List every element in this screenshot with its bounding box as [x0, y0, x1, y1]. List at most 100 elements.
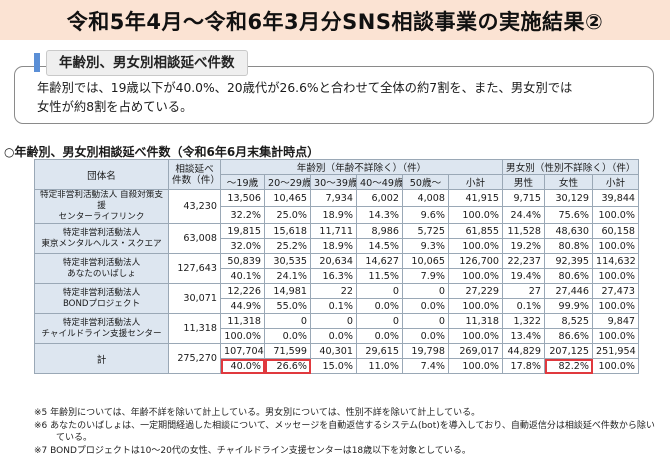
count-cell: 0: [265, 314, 311, 329]
count-cell: 107,704: [221, 344, 265, 359]
percent-cell: 0.0%: [311, 329, 357, 344]
count-cell: 30,129: [545, 190, 593, 207]
section-badge: 年齢別、男女別相談延べ件数: [46, 50, 248, 76]
table-title: ○年齢別、男女別相談延べ件数（令和6年6月末集計時点）: [4, 143, 319, 160]
total-count: 11,318: [169, 314, 221, 344]
percent-cell: 99.9%: [545, 299, 593, 314]
footnote: ※5 年齢別については、年齢不詳を除いて計上している。男女別については、性別不詳…: [34, 407, 655, 420]
count-cell: 11,528: [503, 224, 545, 239]
count-cell: 39,844: [593, 190, 639, 207]
count-cell: 10,065: [403, 254, 449, 269]
count-cell: 5,725: [403, 224, 449, 239]
org-name-line: 特定非営利活動法人: [38, 258, 165, 269]
count-cell: 251,954: [593, 344, 639, 359]
percent-cell: 11.5%: [357, 269, 403, 284]
percent-cell: 86.6%: [545, 329, 593, 344]
percent-cell: 100.0%: [449, 207, 503, 224]
org-name: 特定非営利活動法人東京メンタルヘルス・スクエア: [35, 224, 169, 254]
count-cell: 60,158: [593, 224, 639, 239]
count-cell: 19,815: [221, 224, 265, 239]
summary-text: 年齢別では、19歳以下が40.0%、20歳代が26.6%と合わせて全体の約7割を…: [37, 79, 637, 117]
count-cell: 4,008: [403, 190, 449, 207]
percent-cell: 100.0%: [593, 359, 639, 374]
total-count: 127,643: [169, 254, 221, 284]
count-cell: 20,634: [311, 254, 357, 269]
percent-cell: 100.0%: [221, 329, 265, 344]
org-name-line: センターライフリンク: [38, 212, 165, 223]
count-cell: 269,017: [449, 344, 503, 359]
percent-cell: 100.0%: [449, 269, 503, 284]
header-gender-group: 男女別（性別不詳除く）（件）: [503, 160, 639, 175]
percent-cell: 25.0%: [265, 207, 311, 224]
percent-cell: 100.0%: [449, 329, 503, 344]
percent-cell: 9.6%: [403, 207, 449, 224]
count-cell: 15,618: [265, 224, 311, 239]
count-cell: 22: [311, 284, 357, 299]
header-age-col: 30～39歳: [311, 175, 357, 190]
count-cell: 11,318: [221, 314, 265, 329]
percent-cell: 24.4%: [503, 207, 545, 224]
percent-cell: 16.3%: [311, 269, 357, 284]
count-cell: 11,318: [449, 314, 503, 329]
org-name-line: BONDプロジェクト: [38, 299, 165, 310]
header-age-group: 年齢別（年齢不詳除く）（件）: [221, 160, 503, 175]
org-name-line: あなたのいばしょ: [38, 269, 165, 280]
header-gender-col: 男性: [503, 175, 545, 190]
count-cell: 0: [357, 314, 403, 329]
org-name-line: 特定非営利活動法人 自殺対策支援: [38, 190, 165, 212]
percent-cell: 80.6%: [545, 269, 593, 284]
count-cell: 50,839: [221, 254, 265, 269]
footnote: ※7 BONDプロジェクトは10～20代の女性、チャイルドライン支援センターは1…: [34, 445, 655, 457]
count-cell: 8,986: [357, 224, 403, 239]
count-cell: 14,981: [265, 284, 311, 299]
count-cell: 207,125: [545, 344, 593, 359]
percent-cell: 19.4%: [503, 269, 545, 284]
header-age-col: 40～49歳: [357, 175, 403, 190]
header-org: 団体名: [35, 160, 169, 190]
percent-cell: 0.0%: [403, 329, 449, 344]
org-name-line: 特定非営利活動法人: [38, 288, 165, 299]
count-cell: 27,473: [593, 284, 639, 299]
percent-cell: 18.9%: [311, 207, 357, 224]
count-cell: 11,711: [311, 224, 357, 239]
percent-cell: 55.0%: [265, 299, 311, 314]
count-cell: 1,322: [503, 314, 545, 329]
header-gender-col: 小計: [593, 175, 639, 190]
total-label: 計: [35, 344, 169, 374]
summary-line-2: 女性が約8割を占めている。: [37, 98, 637, 117]
percent-cell: 100.0%: [593, 329, 639, 344]
percent-cell: 44.9%: [221, 299, 265, 314]
total-count: 275,270: [169, 344, 221, 374]
page-title: 令和5年4月～令和6年3月分SNS相談事業の実施結果②: [0, 6, 670, 36]
percent-cell: 14.3%: [357, 207, 403, 224]
count-cell: 48,630: [545, 224, 593, 239]
count-cell: 41,915: [449, 190, 503, 207]
percent-cell: 100.0%: [449, 239, 503, 254]
percent-cell: 0.0%: [357, 299, 403, 314]
count-cell: 27,229: [449, 284, 503, 299]
header-gender-col: 女性: [545, 175, 593, 190]
percent-cell: 24.1%: [265, 269, 311, 284]
percent-cell: 0.1%: [311, 299, 357, 314]
org-name-line: 特定非営利活動法人: [38, 318, 165, 329]
percent-cell: 13.4%: [503, 329, 545, 344]
percent-cell: 14.5%: [357, 239, 403, 254]
percent-cell: 7.4%: [403, 359, 449, 374]
count-cell: 126,700: [449, 254, 503, 269]
consultation-table: 団体名 相談延べ件数（件） 年齢別（年齢不詳除く）（件） 男女別（性別不詳除く）…: [34, 159, 639, 374]
total-count: 63,008: [169, 224, 221, 254]
org-name: 特定非営利活動法人チャイルドライン支援センター: [35, 314, 169, 344]
percent-cell: 0.0%: [357, 329, 403, 344]
percent-cell: 40.1%: [221, 269, 265, 284]
count-cell: 19,798: [403, 344, 449, 359]
count-cell: 30,535: [265, 254, 311, 269]
percent-cell: 32.0%: [221, 239, 265, 254]
count-cell: 9,847: [593, 314, 639, 329]
percent-cell: 0.1%: [503, 299, 545, 314]
percent-cell: 80.8%: [545, 239, 593, 254]
